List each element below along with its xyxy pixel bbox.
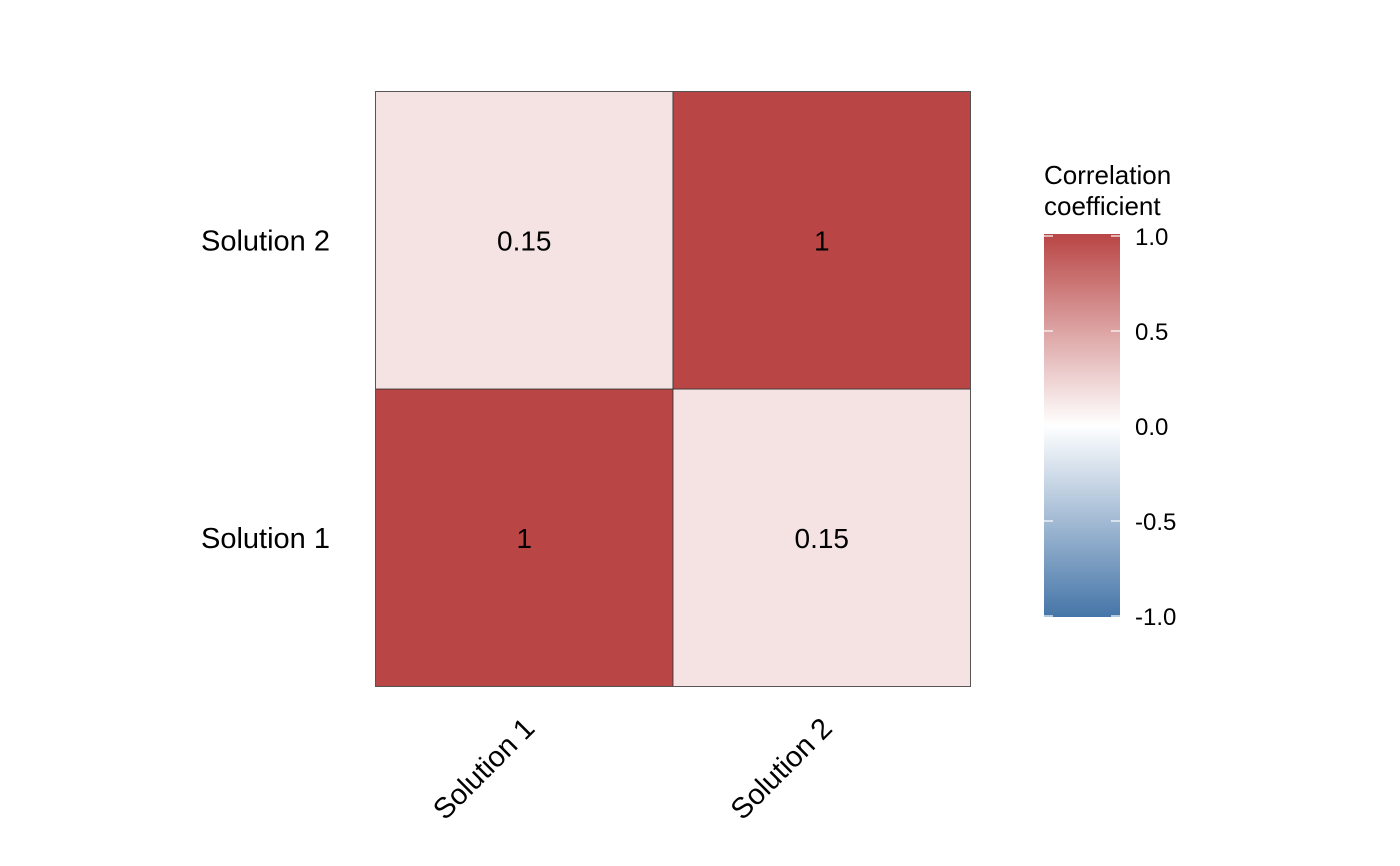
cell-value-label: 0.15 (497, 225, 552, 256)
y-tick-label: Solution 1 (201, 523, 330, 555)
colorbar-tick-label: 1.0 (1135, 224, 1168, 251)
heatmap-cells (375, 91, 971, 687)
heatmap-cell (375, 388, 674, 687)
cell-value-label: 0.15 (795, 523, 850, 554)
cell-value-label: 1 (516, 523, 532, 554)
legend-title-line-1: Correlation (1044, 160, 1171, 190)
cell-labels: 1 0.15 0.15 1 (497, 225, 849, 554)
x-axis-labels: Solution 1 Solution 2 (427, 712, 838, 826)
colorbar (1044, 234, 1120, 617)
colorbar-tick-label: -0.5 (1135, 509, 1176, 536)
heatmap-cell (672, 91, 971, 390)
y-axis-labels: Solution 1 Solution 2 (201, 225, 330, 555)
y-tick-label: Solution 2 (201, 225, 330, 257)
colorbar-ticks: 1.0 0.5 0.0 -0.5 -1.0 (1044, 224, 1176, 631)
colorbar-tick-label: 0.5 (1135, 319, 1168, 346)
colorbar-legend: Correlation coefficient 1.0 0.5 0.0 -0.5 -1.… (1044, 160, 1176, 631)
x-tick-label: Solution 2 (725, 712, 839, 826)
cell-value-label: 1 (814, 225, 830, 256)
colorbar-tick-label: 0.0 (1135, 414, 1168, 441)
heatmap-cell (672, 388, 971, 687)
x-tick-label: Solution 1 (427, 712, 541, 826)
panel-border (375, 91, 971, 687)
colorbar-tick-label: -1.0 (1135, 604, 1176, 631)
legend-title-line-2: coefficient (1044, 191, 1161, 221)
